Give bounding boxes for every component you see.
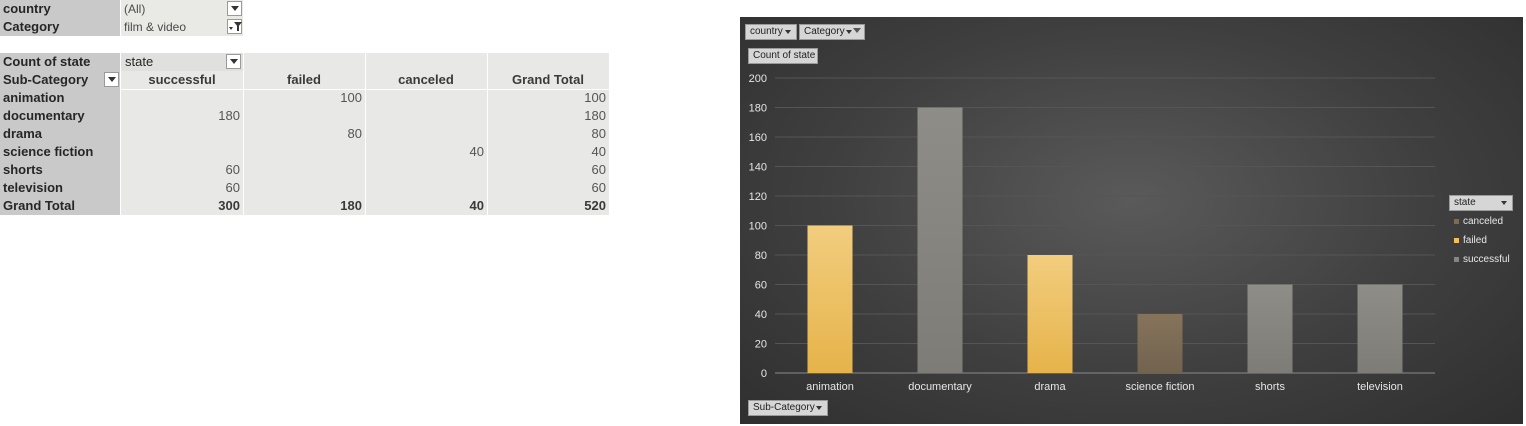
header-divider xyxy=(121,89,609,90)
cell-value: 40 xyxy=(469,144,484,159)
row-label: shorts xyxy=(0,161,120,179)
x-tick-label: documentary xyxy=(908,381,972,393)
y-tick-label: 60 xyxy=(755,280,767,292)
filter-country-label: country xyxy=(0,0,120,18)
total-value: 520 xyxy=(584,198,606,213)
legend-item: successful xyxy=(1454,254,1510,266)
row-label: documentary xyxy=(0,107,120,125)
subcategory-filter-dropdown[interactable] xyxy=(104,72,119,87)
chevron-down-icon xyxy=(231,6,239,11)
chart-plot-area: 0 20 40 60 80 100 120 140 160 180 200 animation docu… xyxy=(749,73,1435,393)
y-tick-label: 160 xyxy=(749,132,767,144)
filter-category-label: Category xyxy=(0,18,120,36)
col-header-failed: failed xyxy=(287,72,321,87)
cell-value: 180 xyxy=(584,108,606,123)
bar-canceled xyxy=(1137,314,1183,373)
pivot-column-field: state xyxy=(121,53,243,71)
filter-country-value: (All) xyxy=(121,0,243,18)
cell-value: 100 xyxy=(340,90,362,105)
cell-value: 60 xyxy=(225,162,240,177)
bar-successful xyxy=(1357,284,1403,373)
col-divider xyxy=(487,53,488,215)
mini-arrow-icon xyxy=(229,27,233,30)
y-tick-label: 120 xyxy=(749,191,767,203)
bar-successful xyxy=(917,107,963,373)
filter-icon xyxy=(853,28,861,33)
legend-item: canceled xyxy=(1454,216,1503,228)
cell-value: 180 xyxy=(218,108,240,123)
x-tick-label: animation xyxy=(806,381,854,393)
y-tick-label: 140 xyxy=(749,162,767,174)
x-tick-label: drama xyxy=(1034,381,1066,393)
pivot-chart[interactable]: country Category Count of state Sub-Cate… xyxy=(740,17,1523,424)
legend-swatch xyxy=(1454,218,1459,224)
y-tick-label: 180 xyxy=(749,103,767,115)
chevron-down-icon xyxy=(1501,201,1507,205)
total-value: 300 xyxy=(218,198,240,213)
x-tick-label: shorts xyxy=(1255,381,1285,393)
bar-failed xyxy=(1027,255,1073,373)
x-tick-label: science fiction xyxy=(1125,381,1194,393)
chevron-down-icon xyxy=(785,30,791,34)
col-divider xyxy=(243,53,244,215)
col-header-successful: successful xyxy=(148,72,216,87)
chart-category-filter-button[interactable]: Category xyxy=(799,24,865,40)
filter-country-dropdown[interactable] xyxy=(227,1,242,16)
legend-label: canceled xyxy=(1463,216,1504,227)
row-label: television xyxy=(0,179,120,197)
pivot-row-field: Sub-Category xyxy=(0,71,120,89)
col-header-canceled: canceled xyxy=(398,72,454,87)
x-tick-label: television xyxy=(1357,381,1403,393)
chart-country-filter-button[interactable]: country xyxy=(745,24,797,40)
y-tick-label: 100 xyxy=(749,221,767,233)
legend-label: successful xyxy=(1463,254,1510,265)
col-header-grand-total: Grand Total xyxy=(512,72,584,87)
filter-icon-stem xyxy=(237,26,239,31)
y-tick-label: 200 xyxy=(749,73,767,85)
y-tick-label: 20 xyxy=(755,339,767,351)
chart-axis-field-button[interactable]: Sub-Category xyxy=(748,400,828,416)
col-divider xyxy=(365,53,366,215)
button-label: state xyxy=(1454,197,1476,208)
cell-value: 60 xyxy=(591,162,606,177)
cell-value: 100 xyxy=(584,90,606,105)
legend-label: failed xyxy=(1463,235,1487,246)
bar-failed xyxy=(807,225,853,373)
chevron-down-icon xyxy=(230,59,238,64)
legend-swatch xyxy=(1454,256,1459,262)
state-filter-dropdown[interactable] xyxy=(226,54,241,69)
total-value: 40 xyxy=(469,198,484,213)
cell-value: 60 xyxy=(225,180,240,195)
cell-value: 40 xyxy=(591,144,606,159)
button-label: Sub-Category xyxy=(753,402,815,413)
total-value: 180 xyxy=(340,198,362,213)
y-tick-label: 80 xyxy=(755,250,767,262)
row-label: science fiction xyxy=(0,143,120,161)
cell-value: 80 xyxy=(347,126,362,141)
cell-value: 60 xyxy=(591,180,606,195)
filter-category-dropdown[interactable] xyxy=(227,19,242,34)
chart-measure-button[interactable]: Count of state xyxy=(748,48,818,64)
y-tick-label: 40 xyxy=(755,309,767,321)
button-label: country xyxy=(750,26,783,37)
button-label: Count of state xyxy=(753,50,816,61)
chevron-down-icon xyxy=(816,406,822,410)
button-label: Category xyxy=(804,26,845,37)
filter-category-value: film & video xyxy=(121,18,243,36)
cell-value: 80 xyxy=(591,126,606,141)
legend-swatch xyxy=(1454,237,1459,243)
row-label: animation xyxy=(0,89,120,107)
chevron-down-icon xyxy=(108,77,116,82)
y-tick-label: 0 xyxy=(761,368,767,380)
pivot-measure-label: Count of state xyxy=(0,53,120,71)
chevron-down-icon xyxy=(846,30,852,34)
row-label: drama xyxy=(0,125,120,143)
bar-successful xyxy=(1247,284,1293,373)
filter-icon xyxy=(234,22,242,27)
legend-item: failed xyxy=(1454,235,1487,247)
grand-total-label: Grand Total xyxy=(0,197,120,215)
chart-legend-field-button[interactable]: state xyxy=(1449,195,1513,211)
